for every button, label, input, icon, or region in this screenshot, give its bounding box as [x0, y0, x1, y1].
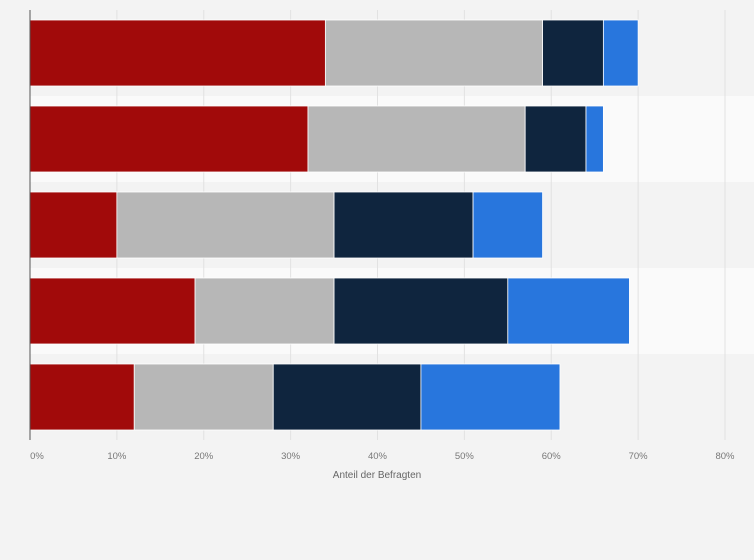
bar-segment-series-3: [542, 19, 604, 87]
bar-segment-series-2: [116, 191, 335, 259]
bar-segment-series-1: [29, 105, 309, 173]
x-tick-label: 70%: [629, 451, 649, 462]
bar-segment-series-4: [420, 363, 561, 431]
bar-segment-series-4: [507, 277, 630, 345]
x-tick-label: 50%: [455, 451, 475, 462]
bar-segment-series-4: [472, 191, 543, 259]
bar-segment-series-2: [133, 363, 274, 431]
x-tick-label: 40%: [368, 451, 388, 462]
x-tick-label: 60%: [542, 451, 562, 462]
x-tick-label: 80%: [715, 451, 735, 462]
bar-segment-series-3: [272, 363, 422, 431]
bar-segment-series-4: [602, 19, 639, 87]
x-tick-label: 20%: [194, 451, 214, 462]
x-axis-label: Anteil der Befragten: [333, 470, 421, 481]
bar-segment-series-2: [307, 105, 526, 173]
bar-segment-series-3: [333, 277, 509, 345]
bar-segment-series-1: [29, 363, 135, 431]
x-tick-label: 10%: [107, 451, 127, 462]
bar-segment-series-2: [194, 277, 335, 345]
bar-segment-series-2: [324, 19, 543, 87]
bar-segment-series-1: [29, 277, 196, 345]
bar-segment-series-4: [585, 105, 604, 173]
bar-segment-series-1: [29, 19, 326, 87]
bar-segment-series-3: [524, 105, 587, 173]
x-tick-label: 0%: [30, 451, 44, 462]
bar-segment-series-1: [29, 191, 118, 259]
bar-segment-series-3: [333, 191, 474, 259]
x-tick-label: 30%: [281, 451, 301, 462]
